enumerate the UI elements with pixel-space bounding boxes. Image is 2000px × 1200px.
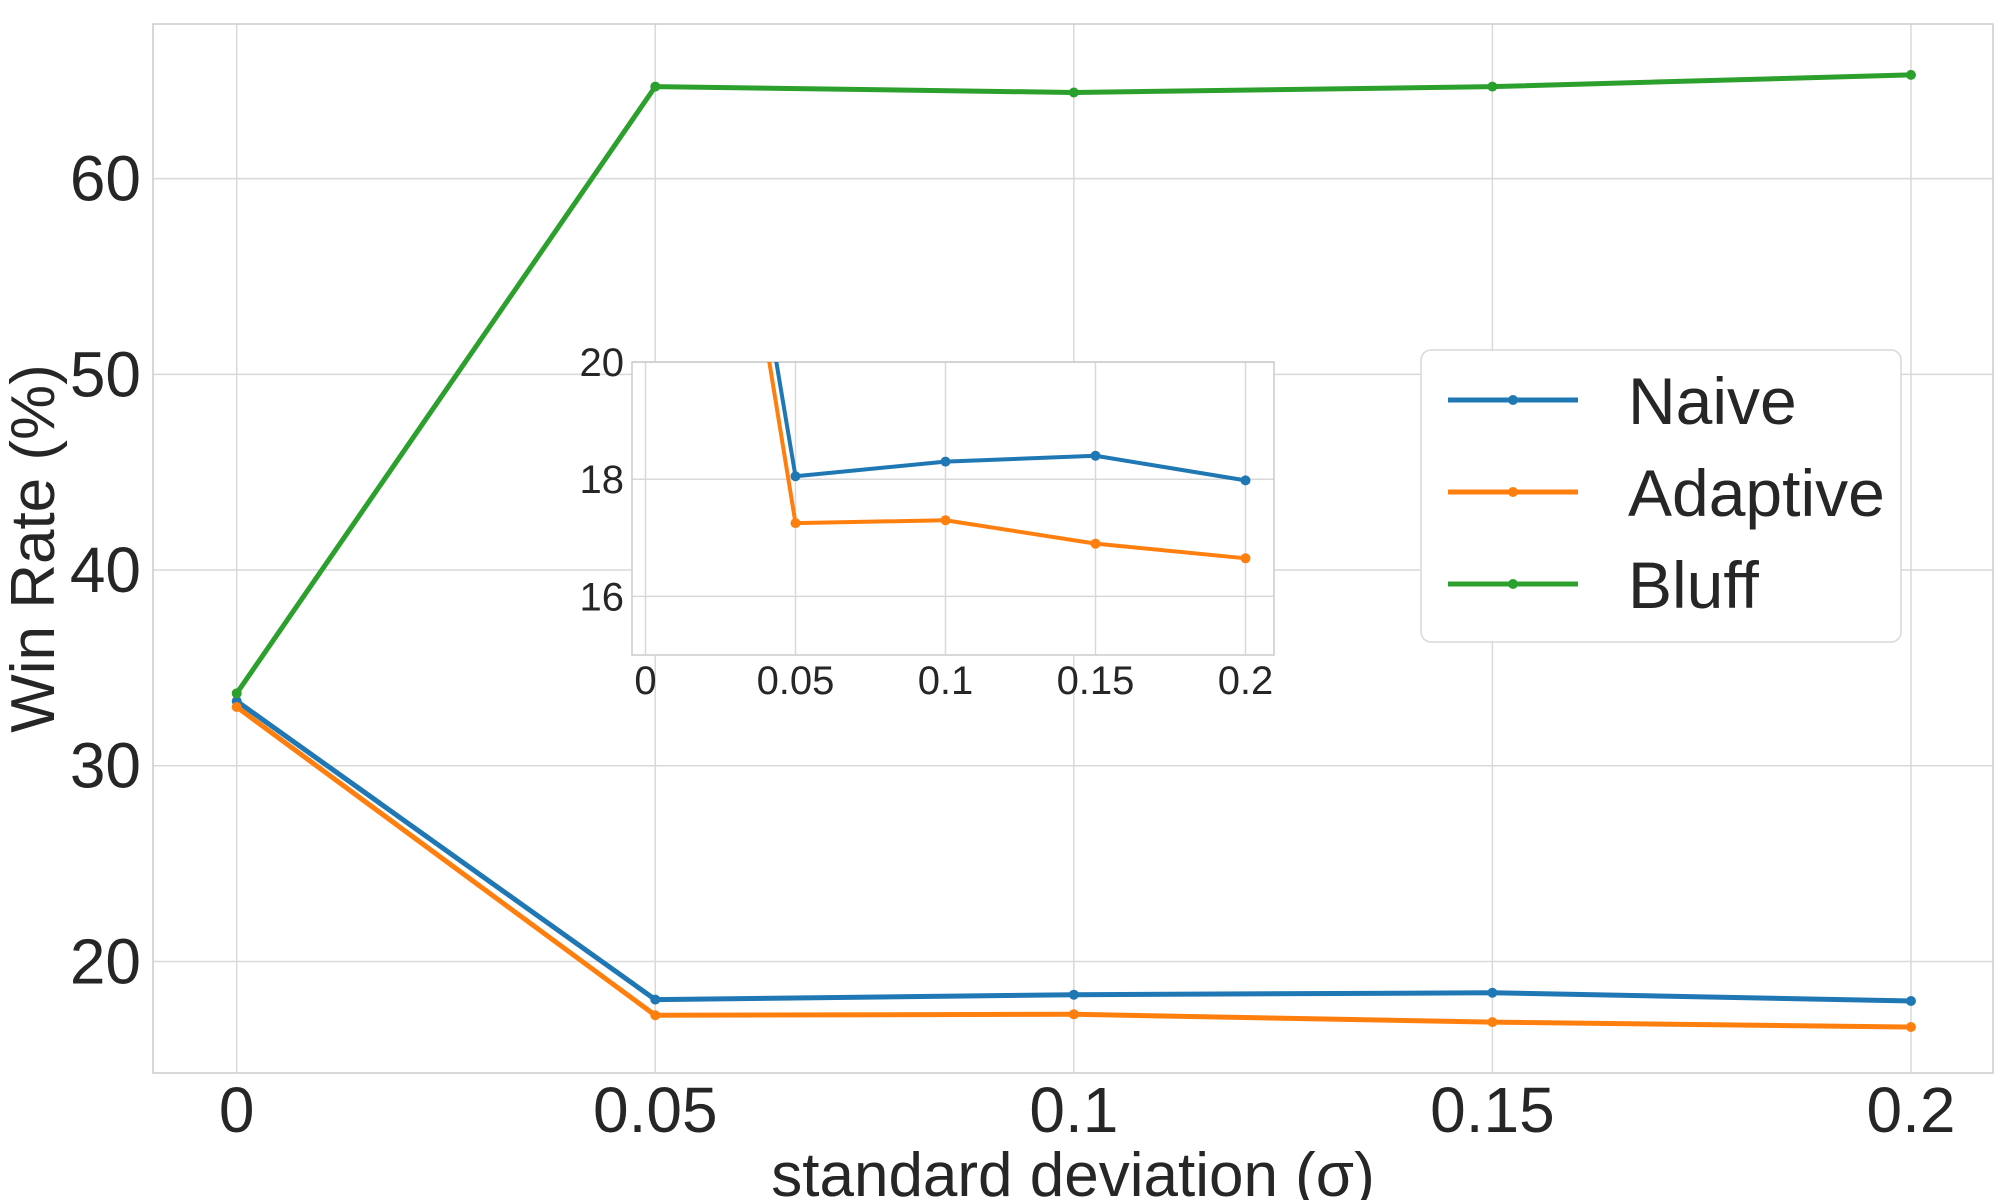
- data-point-naive: [1487, 987, 1498, 998]
- y-tick-labels: 20 30 40 50 60: [70, 143, 141, 998]
- x-tick-label: 0: [219, 1074, 255, 1146]
- inset-background: [632, 362, 1274, 655]
- x-tick-label: 0.15: [1430, 1074, 1555, 1146]
- inset-y-tick-label: 20: [580, 341, 625, 385]
- y-axis-label: Win Rate (%): [0, 364, 68, 733]
- inset-data-point-naive: [1090, 450, 1101, 461]
- inset-grid: [631, 361, 1275, 656]
- inset-series-naive: [774, 362, 1251, 486]
- main-plot-frame: [152, 23, 1994, 1074]
- legend-label: Naive: [1628, 364, 1797, 438]
- x-tick-labels: 0 0.05 0.1 0.15 0.2: [219, 1074, 1956, 1146]
- legend-swatch-marker: [1508, 395, 1518, 405]
- data-point-naive: [1905, 995, 1916, 1006]
- inset-data-point-naive: [790, 471, 801, 482]
- inset-y-tick-labels: 16 18 20: [580, 341, 625, 619]
- legend-label: Adaptive: [1628, 456, 1885, 530]
- y-tick-label: 40: [70, 534, 141, 606]
- inset-x-tick-label: 0.2: [1218, 659, 1274, 703]
- data-point-adaptive: [1487, 1017, 1498, 1028]
- inset-data-point-adaptive: [790, 518, 801, 529]
- legend-swatch-marker: [1508, 579, 1518, 589]
- inset-x-tick-label: 0.15: [1057, 659, 1135, 703]
- inset-data-point-naive: [1240, 475, 1251, 486]
- y-tick-label: 20: [70, 925, 141, 997]
- data-point-bluff: [650, 81, 661, 92]
- legend: Naive Adaptive Bluff: [1420, 349, 1902, 643]
- x-tick-label: 0.05: [593, 1074, 718, 1146]
- data-point-adaptive: [650, 1010, 661, 1021]
- inset-data-point-adaptive: [1240, 553, 1251, 564]
- inset-x-tick-label: 0.1: [918, 659, 974, 703]
- inset-border: [631, 361, 1275, 656]
- inset-data-point-adaptive: [940, 515, 951, 526]
- data-point-adaptive: [231, 702, 242, 713]
- y-tick-label: 50: [70, 338, 141, 410]
- data-point-naive: [1068, 989, 1079, 1000]
- legend-item-naive: Naive: [1448, 364, 1797, 438]
- inset-x-tick-label: 0: [634, 659, 656, 703]
- inset-y-tick-label: 16: [580, 575, 625, 619]
- inset-x-tick-labels: 0 0.05 0.1 0.15 0.2: [634, 659, 1273, 703]
- data-point-bluff: [1068, 87, 1079, 98]
- data-point-bluff: [1905, 69, 1916, 80]
- legend-box: [1420, 349, 1902, 643]
- inset-series-group: [767, 362, 1251, 564]
- inset-series-adaptive: [767, 362, 1251, 564]
- data-point-bluff: [1487, 81, 1498, 92]
- inset-y-tick-label: 18: [580, 458, 625, 502]
- legend-item-bluff: Bluff: [1448, 548, 1760, 622]
- data-point-bluff: [231, 688, 242, 699]
- x-tick-label: 0.2: [1866, 1074, 1955, 1146]
- series-bluff: [231, 69, 1916, 699]
- inset-data-point-adaptive: [1090, 538, 1101, 549]
- y-tick-label: 60: [70, 143, 141, 215]
- inset-chart: 16 18 20 0 0.05 0.1 0.15 0.2: [580, 341, 1275, 703]
- series-adaptive: [231, 702, 1916, 1033]
- main-series-group: [231, 69, 1916, 1033]
- legend-label: Bluff: [1628, 548, 1760, 622]
- y-tick-label: 30: [70, 730, 141, 802]
- x-tick-label: 0.1: [1029, 1074, 1118, 1146]
- inset-data-point-naive: [940, 456, 951, 467]
- legend-item-adaptive: Adaptive: [1448, 456, 1885, 530]
- data-point-adaptive: [1068, 1009, 1079, 1020]
- data-point-naive: [650, 994, 661, 1005]
- inset-x-tick-label: 0.05: [757, 659, 835, 703]
- legend-swatch-marker: [1508, 487, 1518, 497]
- plot-border: [152, 23, 1994, 1074]
- x-axis-label: standard deviation (σ): [771, 1141, 1374, 1200]
- data-point-adaptive: [1905, 1022, 1916, 1033]
